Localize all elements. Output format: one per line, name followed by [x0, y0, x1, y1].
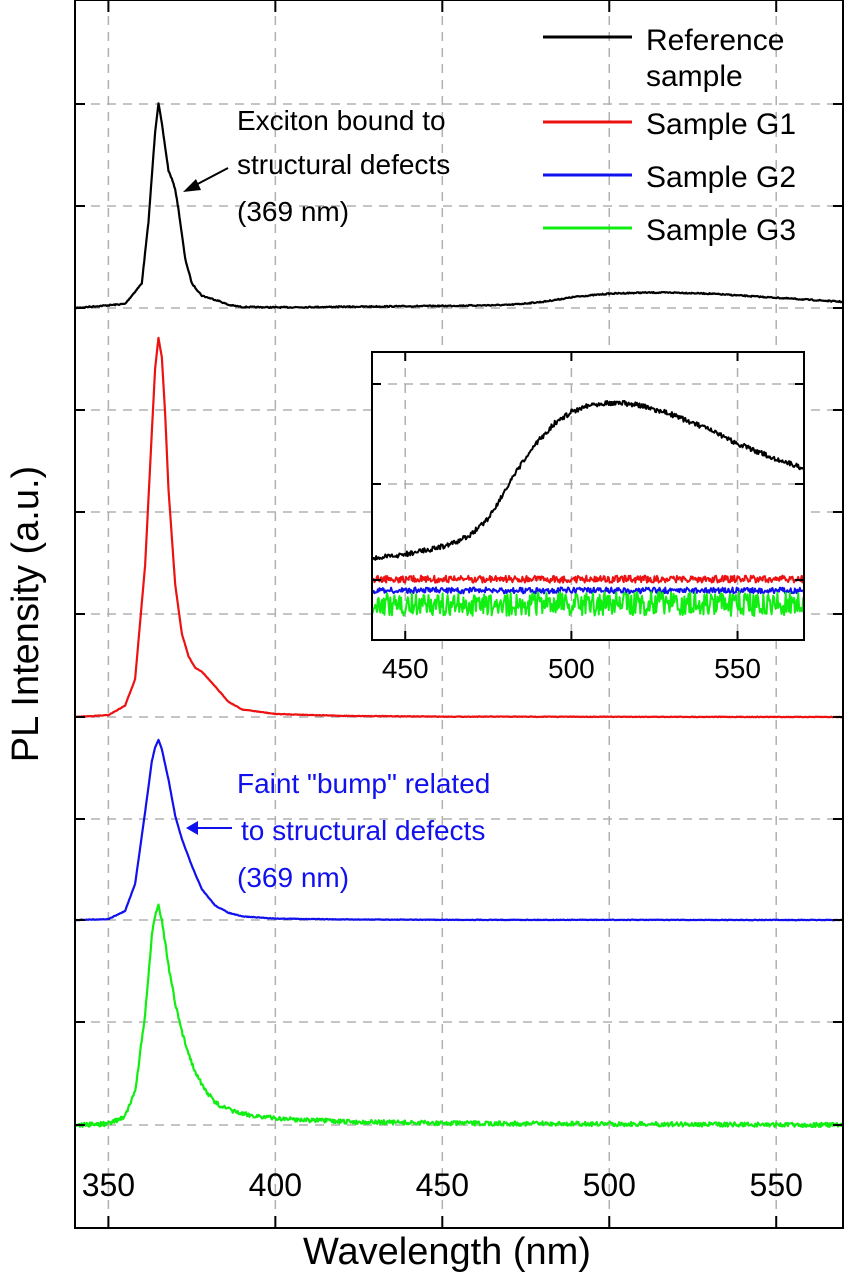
main-x-ticks	[107, 0, 778, 1228]
series-line-sample-g2	[74, 738, 844, 922]
inset-frame	[371, 351, 805, 641]
annotation-g2: Faint "bump" related to structural defec…	[186, 768, 490, 893]
series-line-sample-g3	[74, 903, 845, 1129]
annotation-g2-arrowhead	[186, 821, 198, 835]
x-tick-label-400: 400	[249, 1167, 302, 1203]
annotation-reference-line3: (369 nm)	[237, 196, 349, 227]
annotation-g2-line3: (369 nm)	[237, 862, 349, 893]
annotation-reference: Exciton bound to structural defects (369…	[183, 105, 450, 227]
inset-series-line-sample-g1	[371, 574, 805, 584]
inset-series-line-sample-g3	[371, 591, 805, 617]
main-x-tick-labels: 350 400 450 500 550	[82, 1167, 803, 1203]
x-axis-label: Wavelength (nm)	[303, 1231, 591, 1273]
inset-x-tick-label-450: 450	[382, 653, 429, 684]
inset-ticks	[372, 352, 804, 640]
inset-series-line-reference-sample	[371, 399, 805, 561]
annotation-reference-line1: Exciton bound to	[237, 105, 446, 136]
legend-label-g2: Sample G2	[646, 161, 796, 194]
x-tick-label-450: 450	[416, 1167, 469, 1203]
legend-label-reference-line2: sample	[646, 60, 743, 93]
x-tick-label-500: 500	[583, 1167, 636, 1203]
annotation-g2-line1: Faint "bump" related	[237, 768, 490, 799]
annotation-g2-line2: to structural defects	[241, 815, 485, 846]
main-series-lines	[74, 102, 845, 1129]
annotation-reference-arrowhead	[183, 179, 201, 192]
legend-label-reference-line1: Reference	[646, 24, 784, 57]
main-y-ticks	[75, 103, 843, 1126]
legend-label-g1: Sample G1	[646, 108, 796, 141]
inset-series-lines	[371, 399, 805, 617]
x-tick-label-350: 350	[82, 1167, 135, 1203]
legend-label-g3: Sample G3	[646, 214, 796, 247]
annotation-reference-line2: structural defects	[237, 149, 450, 180]
legend-label-reference: Reference sample	[646, 24, 793, 93]
inset-x-tick-labels: 450 500 550	[382, 653, 761, 684]
legend: Reference sample Sample G1 Sample G2 Sam…	[543, 24, 796, 247]
x-tick-label-550: 550	[750, 1167, 803, 1203]
series-line-reference-sample	[74, 102, 844, 310]
inset-series-line-sample-g2	[371, 586, 805, 595]
y-axis-label: PL Intensity (a.u.)	[5, 466, 47, 762]
inset-x-tick-label-500: 500	[548, 653, 595, 684]
inset-x-tick-label-550: 550	[714, 653, 761, 684]
series-line-sample-g1	[74, 336, 844, 719]
main-plot-frame	[74, 0, 844, 1229]
